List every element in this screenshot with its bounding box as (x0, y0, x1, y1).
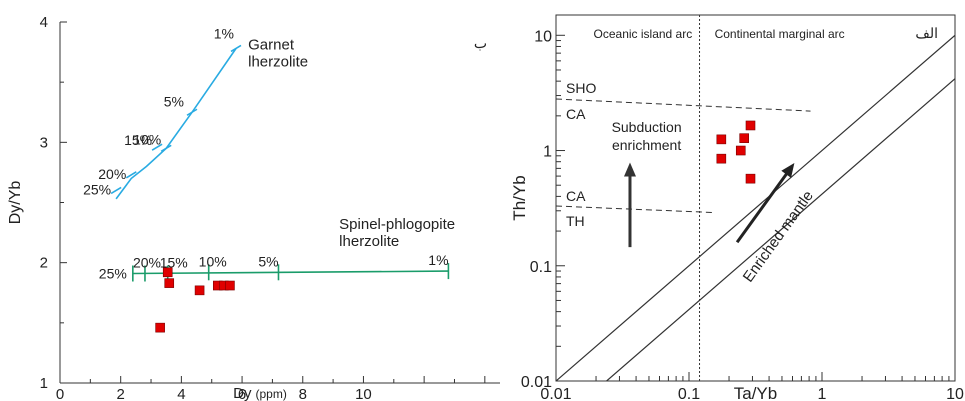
sho-ca-boundary (556, 98, 811, 112)
sample-point (739, 133, 749, 143)
x-tick-label: 0 (56, 386, 64, 401)
field-label: SHO (566, 80, 596, 96)
region-label: Oceanic island arc (594, 27, 693, 41)
curve-name: Spinel-phlogopite (339, 216, 455, 233)
x-axis-title: Dy (ppm) (233, 385, 287, 401)
melting-tick (160, 144, 172, 153)
sample-point (155, 322, 165, 333)
x-tick-label: 0.01 (540, 386, 571, 401)
field-label: CA (566, 188, 586, 204)
melting-percent-label: 10% (133, 131, 161, 147)
x-axis-title-main: Dy (233, 385, 252, 401)
melting-curve-line (115, 48, 237, 200)
y-tick-label: 1 (543, 144, 552, 161)
sample-point (225, 280, 235, 291)
melting-tick (230, 44, 242, 53)
x-tick-label: 6 (238, 386, 246, 401)
melting-percent-label: 1% (214, 25, 234, 41)
x-tick-label: 10 (355, 386, 372, 401)
plot-area (556, 15, 955, 381)
mantle-array-upper-line (556, 34, 955, 381)
sample-point (716, 153, 727, 164)
curve-name: Garnet (248, 37, 295, 54)
sample-point (194, 285, 205, 296)
melting-percent-label: 20% (98, 166, 126, 182)
annotation-label: enrichment (612, 137, 681, 153)
melting-percent-label: 25% (83, 181, 111, 197)
melting-tick (125, 171, 137, 179)
curve-name: lherzolite (339, 233, 399, 250)
y-tick-label: 10 (534, 28, 552, 45)
enriched-mantle-arrow-shaft (735, 170, 790, 244)
y-tick-label: 2 (40, 255, 48, 272)
panel-label: الف (915, 25, 938, 41)
y-tick-label: 4 (40, 14, 48, 31)
curve-name: lherzolite (248, 54, 308, 71)
field-label: CA (566, 106, 586, 122)
mantle-array-lower-line (606, 78, 955, 381)
melting-percent-label: 25% (99, 265, 127, 281)
melting-curve-line (132, 270, 449, 275)
right-panel: 0.01 0.1 1 10 0.01 0.1 1 10 Ta/Yb Th/Yb Oceanic is… (510, 14, 964, 401)
sample-point (745, 173, 756, 184)
x-axis-title: Ta/Yb (734, 384, 777, 401)
melting-tick (151, 143, 163, 151)
x-tick-label: 2 (117, 386, 125, 401)
sample-point (716, 134, 727, 145)
melting-percent-label: 5% (258, 253, 278, 269)
x-axis-title-unit: (ppm) (256, 387, 287, 401)
sample-point (164, 278, 175, 288)
y-tick-label: 3 (40, 134, 48, 151)
melting-percent-label: 5% (164, 93, 184, 109)
x-tick-label: 4 (177, 386, 185, 401)
field-label: TH (566, 213, 585, 229)
melting-percent-label: 1% (428, 252, 448, 268)
spinel-phlogopite-curve: 25% 20%15% 10% 5% 1% Spinel-phlogopitelherzol… (99, 216, 455, 282)
y-tick-label: 0.01 (521, 374, 552, 391)
annotation-label: Subduction (612, 119, 682, 135)
y-tick-label: 1 (40, 375, 48, 392)
x-tick-label: 1 (818, 386, 827, 401)
sample-point (162, 267, 173, 278)
region-label: Continental marginal arc (715, 27, 845, 41)
melting-tick (110, 186, 122, 195)
sample-point (735, 145, 746, 156)
ca-th-boundary (556, 205, 713, 213)
x-tick-label: 0.1 (678, 386, 700, 401)
subduction-arrow-head (623, 162, 636, 177)
melting-percent-label: 20% (133, 254, 161, 270)
melting-percent-label: 15% (160, 254, 188, 270)
x-tick-label: 10 (946, 386, 964, 401)
enriched-mantle-label: Enriched mantle (740, 188, 817, 286)
melting-percent-label: 10% (199, 253, 227, 269)
plot-frame (555, 14, 956, 382)
sample-point (745, 120, 756, 131)
y-tick-label: 0.1 (530, 259, 552, 276)
y-axis-title: Dy/Yb (7, 181, 24, 225)
enriched-mantle-arrow-head (781, 162, 795, 178)
melting-percent-label: 15% (124, 132, 152, 148)
melting-tick (186, 108, 198, 116)
x-tick-label: 8 (299, 386, 307, 401)
y-axis-title: Th/Yb (510, 175, 529, 220)
panel-label: ب (474, 35, 487, 51)
